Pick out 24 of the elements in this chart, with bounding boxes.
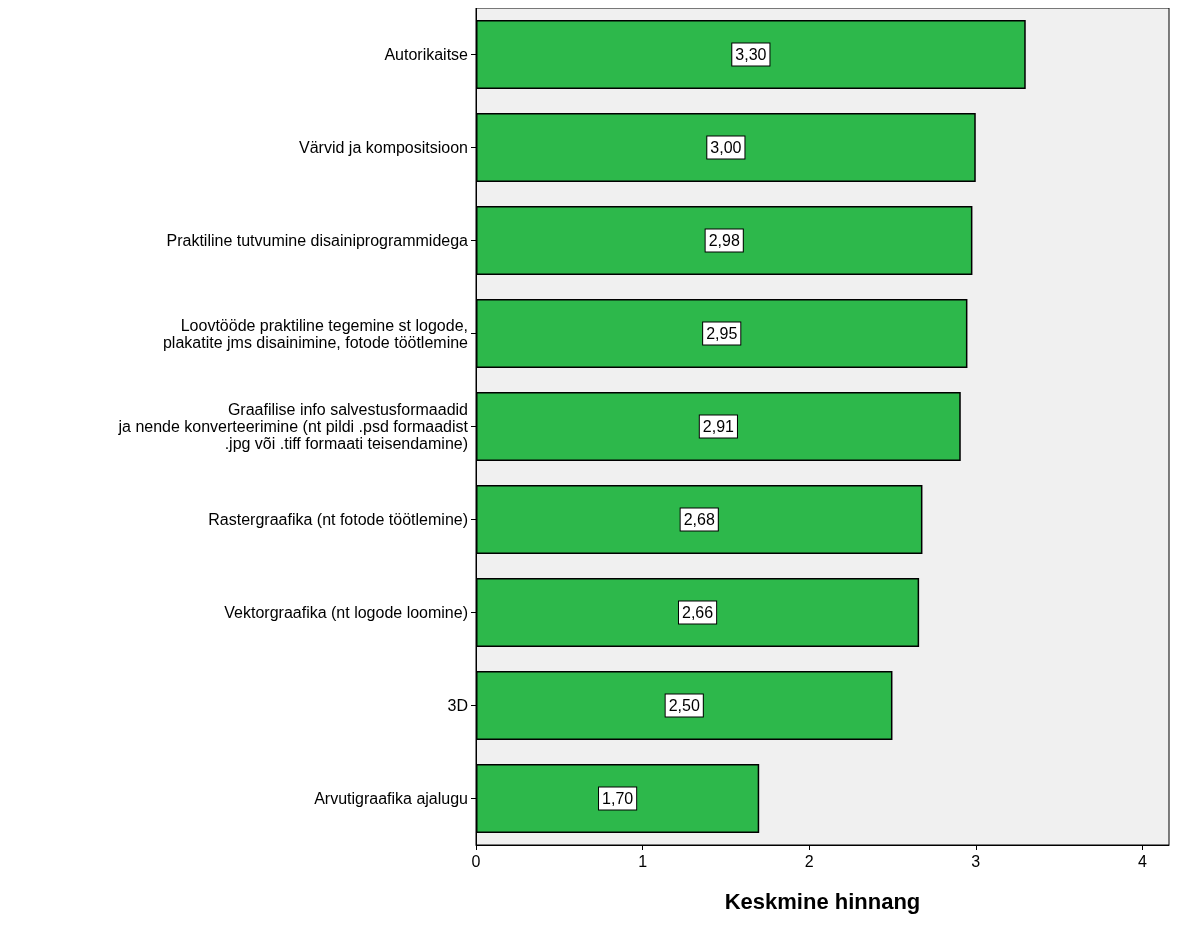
x-axis-title: Keskmine hinnang bbox=[724, 888, 921, 914]
x-tick-label: 4 bbox=[1137, 852, 1147, 870]
data-label: 2,91 bbox=[702, 418, 735, 435]
data-label: 2,68 bbox=[683, 511, 715, 528]
data-label: 3,30 bbox=[735, 46, 767, 63]
data-label: 2,98 bbox=[708, 232, 740, 249]
data-label: 2,66 bbox=[681, 604, 714, 621]
y-tick-label: Arvutigraafika ajalugu bbox=[314, 790, 468, 807]
data-label: 2,50 bbox=[668, 697, 700, 714]
y-tick-label: Rastergraafika (nt fotode töötlemine) bbox=[208, 511, 468, 528]
x-tick-label: 1 bbox=[638, 852, 648, 870]
y-tick-label: 3D bbox=[447, 697, 468, 714]
x-tick-label: 2 bbox=[804, 852, 814, 870]
data-label: 1,70 bbox=[602, 790, 634, 807]
data-label: 2,95 bbox=[706, 325, 738, 342]
y-tick-label: Graafilise info salvestusformaadid ja nende konverteerimine (nt pildi .psd formaadist .jpg või .tiff formaati teisendamine) bbox=[117, 401, 469, 452]
y-tick-label: Praktiline tutvumine disainiprogrammidega bbox=[166, 232, 469, 249]
x-tick-label: 0 bbox=[471, 852, 481, 870]
y-tick-label: Autorikaitse bbox=[384, 46, 469, 63]
y-tick-label: Loovtööde praktiline tegemine st logode, plakatite jms disainimine, fotode töötlemine bbox=[162, 316, 469, 351]
y-tick-label: Värvid ja kompositsioon bbox=[299, 139, 468, 156]
x-tick-label: 3 bbox=[971, 852, 981, 870]
y-tick-label: Vektorgraafika (nt logode loomine) bbox=[224, 604, 468, 621]
data-label: 3,00 bbox=[710, 139, 742, 156]
